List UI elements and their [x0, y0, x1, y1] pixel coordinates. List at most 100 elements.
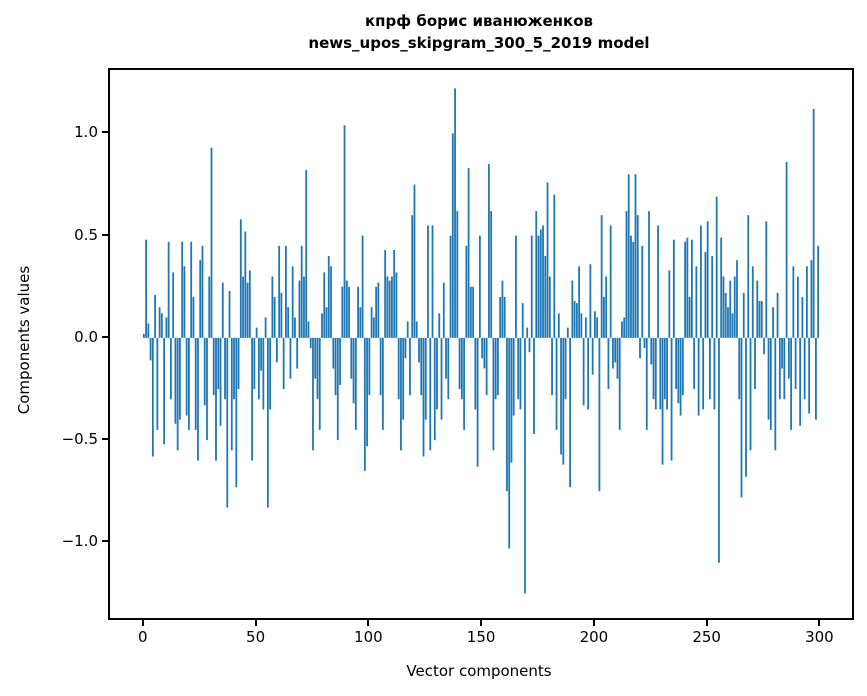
- y-tick-label: −0.5: [61, 430, 98, 449]
- bar: [519, 337, 522, 410]
- bar: [794, 337, 797, 389]
- bar: [257, 337, 260, 400]
- bar: [314, 337, 317, 379]
- bar: [731, 313, 734, 338]
- bar: [174, 337, 177, 424]
- bar: [778, 337, 781, 400]
- bar: [381, 337, 384, 430]
- bar: [542, 225, 544, 338]
- bar: [560, 337, 562, 455]
- bar: [512, 337, 515, 416]
- bar: [197, 337, 199, 461]
- bar: [298, 280, 301, 338]
- bar: [188, 337, 190, 430]
- bar: [569, 337, 571, 488]
- bar: [406, 321, 409, 338]
- x-tick-mark: [141, 620, 144, 626]
- bar: [442, 282, 445, 338]
- bar: [469, 286, 472, 338]
- bar: [528, 337, 531, 353]
- bar: [767, 337, 770, 420]
- bar: [772, 307, 774, 338]
- bar: [460, 337, 463, 400]
- bar: [235, 337, 238, 488]
- bar: [715, 196, 718, 338]
- bar: [154, 294, 157, 338]
- bar: [751, 266, 754, 338]
- bar: [467, 168, 470, 338]
- bar: [503, 296, 506, 338]
- bar: [539, 229, 542, 338]
- bar: [309, 337, 312, 349]
- bar: [684, 241, 687, 338]
- bar: [709, 337, 711, 400]
- chart-title-line1: кпрф борис иванюженков: [364, 12, 594, 30]
- y-tick-mark: [102, 540, 108, 543]
- bar: [706, 221, 709, 338]
- bar: [343, 125, 346, 338]
- bar: [591, 337, 594, 375]
- bar: [535, 211, 538, 338]
- bar: [264, 317, 267, 338]
- bar: [427, 225, 429, 338]
- x-tick-label: 100: [354, 628, 383, 646]
- bar: [476, 337, 479, 467]
- bar: [657, 225, 659, 338]
- y-tick-mark: [102, 233, 108, 236]
- bar: [783, 337, 786, 400]
- bar: [722, 276, 725, 338]
- bar: [224, 337, 226, 400]
- bar: [497, 337, 499, 396]
- bar: [300, 245, 303, 338]
- bar: [643, 337, 646, 349]
- bar: [318, 337, 321, 430]
- bar: [323, 272, 326, 338]
- bar: [659, 337, 662, 410]
- bar: [675, 337, 677, 389]
- bar: [372, 317, 375, 338]
- bar: [796, 276, 799, 338]
- bar: [206, 337, 208, 441]
- bar: [339, 337, 341, 385]
- bar: [812, 108, 815, 338]
- bar: [278, 245, 281, 338]
- bar: [431, 225, 434, 338]
- bar: [785, 162, 788, 338]
- bar: [386, 276, 389, 338]
- bar: [641, 245, 644, 338]
- bar: [661, 337, 664, 465]
- bar: [758, 301, 761, 338]
- bar: [289, 337, 292, 379]
- bar: [481, 337, 484, 359]
- bar: [749, 337, 752, 451]
- bar: [409, 337, 411, 396]
- bar: [391, 276, 393, 338]
- x-tick-label: 0: [138, 628, 148, 646]
- bar: [429, 337, 432, 451]
- bar: [361, 235, 364, 338]
- bar: [474, 337, 477, 410]
- bar: [645, 337, 648, 430]
- bar: [228, 290, 231, 338]
- bar: [165, 317, 168, 338]
- bar: [609, 225, 612, 338]
- bar: [537, 235, 540, 338]
- bar: [145, 239, 147, 338]
- bar: [275, 337, 278, 363]
- bar: [354, 337, 357, 430]
- bar: [221, 282, 224, 338]
- bar: [266, 337, 269, 508]
- bar: [530, 235, 533, 338]
- bar: [607, 337, 610, 389]
- bar: [704, 251, 707, 338]
- bar: [790, 337, 793, 430]
- bar: [742, 292, 745, 338]
- bar: [546, 182, 549, 338]
- bar: [517, 337, 520, 400]
- bar: [571, 280, 574, 338]
- bar: [650, 337, 653, 365]
- bar: [321, 313, 323, 338]
- bar: [287, 307, 290, 338]
- bar: [242, 276, 244, 338]
